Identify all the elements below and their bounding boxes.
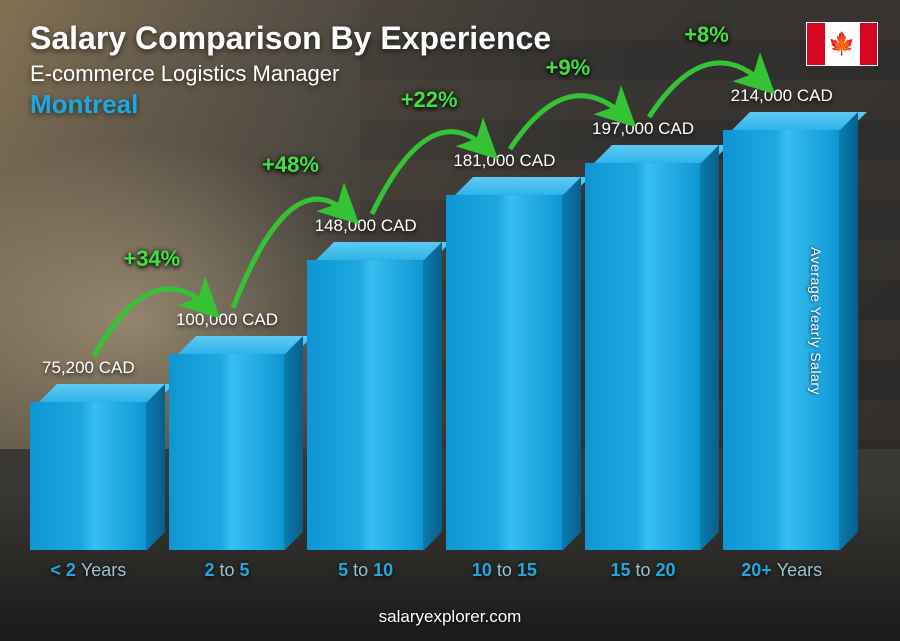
bar-wrap: 181,000 CAD 10 to 15: [446, 151, 563, 581]
bar-front-face: [169, 354, 286, 550]
bar-category-label: 10 to 15: [472, 560, 537, 581]
bar: [30, 384, 147, 550]
bar-category-label: 15 to 20: [610, 560, 675, 581]
bar: [446, 177, 563, 550]
bar-category-label: 20+ Years: [741, 560, 822, 581]
bar-category-label: 2 to 5: [204, 560, 249, 581]
bar-front-face: [30, 402, 147, 550]
header: Salary Comparison By Experience E-commer…: [30, 20, 551, 120]
bar-side-face: [285, 336, 303, 550]
y-axis-label: Average Yearly Salary: [808, 247, 824, 395]
flag-band-left: [807, 23, 825, 65]
bar-category-label: < 2 Years: [50, 560, 126, 581]
bar-front-face: [446, 195, 563, 550]
bar-side-face: [563, 177, 581, 550]
bar-value-label: 75,200 CAD: [42, 358, 135, 378]
flag-band-right: [860, 23, 878, 65]
pct-change-label: +48%: [262, 152, 319, 178]
footer-site: salaryexplorer.com: [0, 607, 900, 627]
bar: [585, 145, 702, 550]
chart-location: Montreal: [30, 89, 551, 120]
bar-wrap: 100,000 CAD 2 to 5: [169, 310, 286, 581]
bar-side-face: [147, 384, 165, 550]
bar-side-face: [701, 145, 719, 550]
pct-change-label: +34%: [123, 246, 180, 272]
bar-value-label: 197,000 CAD: [592, 119, 694, 139]
bar-category-label: 5 to 10: [338, 560, 393, 581]
bar-front-face: [307, 260, 424, 550]
bar-side-face: [840, 112, 858, 550]
bar-wrap: 75,200 CAD < 2 Years: [30, 358, 147, 581]
bar-value-label: 181,000 CAD: [453, 151, 555, 171]
maple-leaf-icon: 🍁: [828, 31, 855, 57]
chart-title: Salary Comparison By Experience: [30, 20, 551, 57]
bar: [169, 336, 286, 550]
bar-value-label: 148,000 CAD: [315, 216, 417, 236]
bar-value-label: 100,000 CAD: [176, 310, 278, 330]
bar-front-face: [585, 163, 702, 550]
bar-wrap: 197,000 CAD 15 to 20: [585, 119, 702, 581]
flag-center: 🍁: [825, 23, 860, 65]
flag-canada: 🍁: [806, 22, 878, 66]
bar-value-label: 214,000 CAD: [731, 86, 833, 106]
chart-subtitle: E-commerce Logistics Manager: [30, 61, 551, 87]
bar-wrap: 148,000 CAD 5 to 10: [307, 216, 424, 581]
bar-chart: 75,200 CAD < 2 Years 100,000 CAD 2 to 5 …: [30, 101, 840, 581]
bar: [307, 242, 424, 550]
bar-side-face: [424, 242, 442, 550]
